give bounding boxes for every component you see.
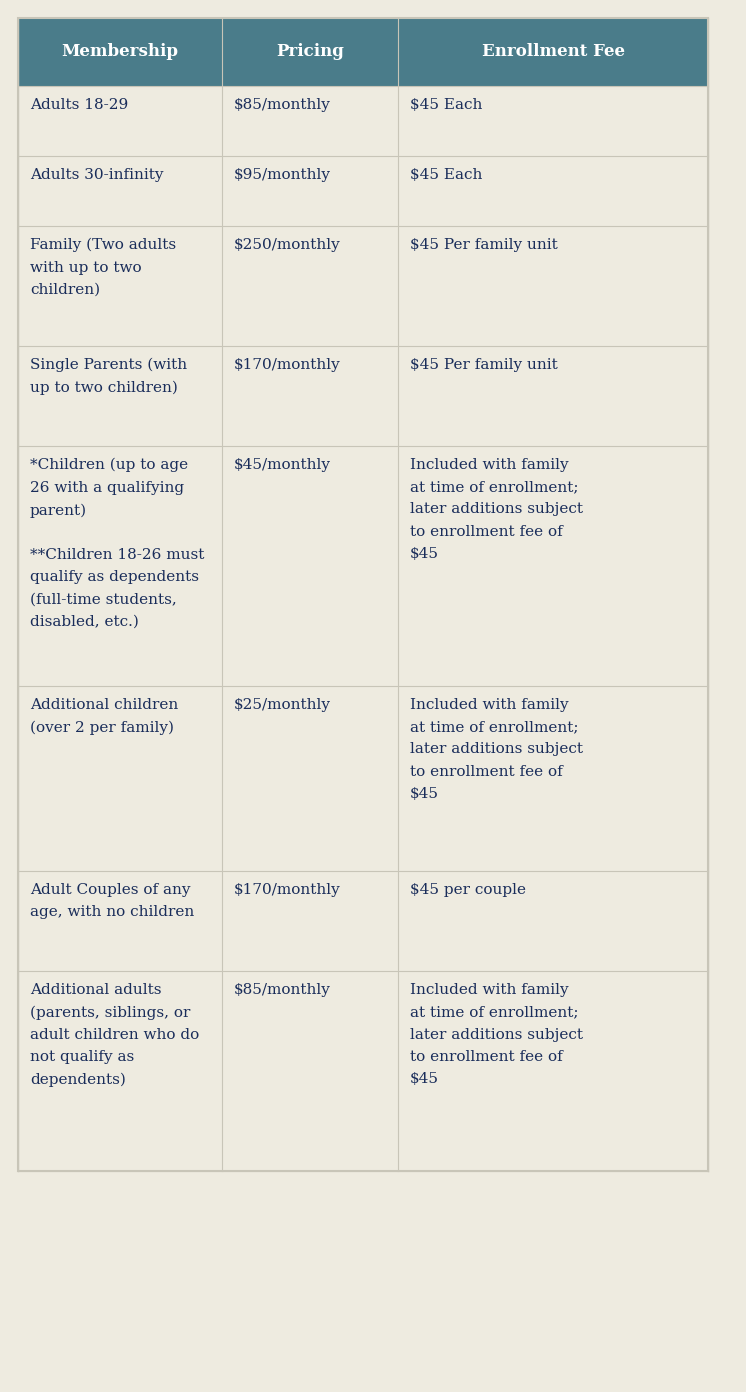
Bar (398, 18, 708, 86)
Text: $45 Each: $45 Each (410, 168, 483, 182)
Bar (18, 347, 708, 445)
Text: Included with family
at time of enrollment;
later additions subject
to enrollmen: Included with family at time of enrollme… (410, 983, 583, 1086)
Text: *Children (up to age
26 with a qualifying
parent)

**Children 18-26 must
qualify: *Children (up to age 26 with a qualifyin… (30, 458, 204, 629)
Text: Adult Couples of any
age, with no children: Adult Couples of any age, with no childr… (30, 883, 194, 919)
Text: Included with family
at time of enrollment;
later additions subject
to enrollmen: Included with family at time of enrollme… (410, 697, 583, 800)
Text: Pricing: Pricing (276, 43, 344, 60)
Text: $85/monthly: $85/monthly (234, 983, 331, 997)
Bar (222, 18, 398, 86)
Text: $45/monthly: $45/monthly (234, 458, 331, 472)
Bar (18, 18, 222, 86)
Text: $85/monthly: $85/monthly (234, 97, 331, 111)
Bar (18, 18, 708, 1171)
Text: $45 Each: $45 Each (410, 97, 483, 111)
Text: $45 Per family unit: $45 Per family unit (410, 238, 558, 252)
Text: Additional adults
(parents, siblings, or
adult children who do
not qualify as
de: Additional adults (parents, siblings, or… (30, 983, 199, 1087)
Bar (18, 86, 708, 156)
Text: Included with family
at time of enrollment;
later additions subject
to enrollmen: Included with family at time of enrollme… (410, 458, 583, 561)
Text: Single Parents (with
up to two children): Single Parents (with up to two children) (30, 358, 187, 395)
Bar (18, 686, 708, 871)
Text: Additional children
(over 2 per family): Additional children (over 2 per family) (30, 697, 178, 735)
Text: $25/monthly: $25/monthly (234, 697, 331, 711)
Bar (18, 972, 708, 1171)
Text: Family (Two adults
with up to two
children): Family (Two adults with up to two childr… (30, 238, 176, 296)
Bar (18, 156, 708, 226)
Text: $170/monthly: $170/monthly (234, 883, 341, 896)
Text: Adults 18-29: Adults 18-29 (30, 97, 128, 111)
Text: $170/monthly: $170/monthly (234, 358, 341, 372)
Bar (18, 226, 708, 347)
Text: $45 Per family unit: $45 Per family unit (410, 358, 558, 372)
Text: $250/monthly: $250/monthly (234, 238, 341, 252)
Bar (18, 871, 708, 972)
Text: Membership: Membership (61, 43, 178, 60)
Text: $45 per couple: $45 per couple (410, 883, 526, 896)
Text: Enrollment Fee: Enrollment Fee (481, 43, 624, 60)
Bar (18, 445, 708, 686)
Text: $95/monthly: $95/monthly (234, 168, 331, 182)
Text: Adults 30-infinity: Adults 30-infinity (30, 168, 163, 182)
